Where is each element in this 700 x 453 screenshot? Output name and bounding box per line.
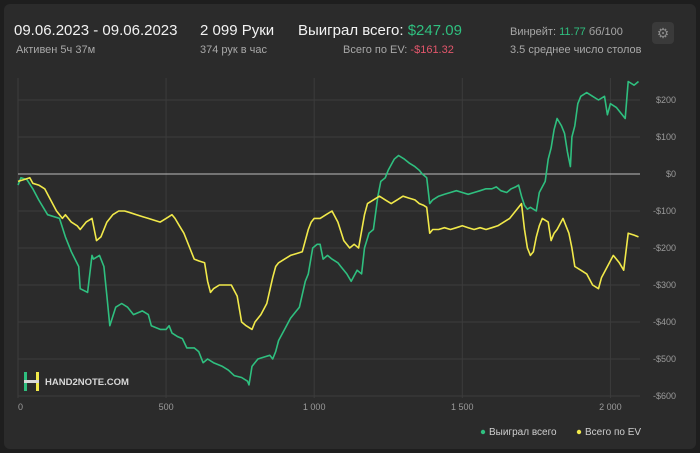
hands-count: 2 099 Руки	[200, 22, 275, 39]
won-total-value: $247.09	[407, 22, 462, 39]
chart-card	[4, 4, 696, 449]
grid	[17, 78, 640, 398]
avg-tables: 3.5 среднее число столов	[510, 44, 642, 56]
ev-total-label: Всего по EV:	[343, 44, 408, 56]
legend-label: Выиграл всего	[489, 427, 557, 438]
won-series-line	[17, 80, 640, 386]
ev-total-value: -$161.32	[410, 44, 454, 56]
x-tick-label: 1 000	[303, 402, 326, 412]
settings-button[interactable]: ⚙	[652, 22, 674, 44]
winrate-label: Винрейт:	[510, 26, 557, 38]
x-axis-ticks: 0 500 1 000 1 500 2 000	[18, 402, 622, 412]
hands-per-hour: 374 рук в час	[200, 44, 268, 56]
y-tick-label: -$300	[653, 280, 676, 290]
h-logo-icon	[24, 372, 39, 391]
watermark-text: HAND2NOTE.COM	[45, 377, 129, 388]
y-tick-label: -$100	[653, 206, 676, 216]
winrate-unit: бб/100	[588, 26, 623, 38]
y-tick-label: -$500	[653, 354, 676, 364]
won-total: Выиграл всего: $247.09	[298, 22, 462, 39]
won-total-label: Выиграл всего:	[298, 22, 404, 39]
legend-marker	[480, 429, 486, 435]
y-tick-label: -$200	[653, 243, 676, 253]
y-tick-label: $100	[656, 132, 676, 142]
ev-series-line	[17, 176, 639, 331]
watermark: HAND2NOTE.COM	[24, 372, 129, 391]
winrate: Винрейт: 11.77 бб/100	[510, 26, 623, 38]
legend-label: Всего по EV	[585, 427, 641, 438]
ev-total: Всего по EV: -$161.32	[343, 44, 454, 56]
y-tick-label: $0	[666, 169, 676, 179]
x-tick-label: 500	[159, 402, 174, 412]
x-tick-label: 0	[18, 402, 23, 412]
series-lines	[17, 80, 640, 386]
x-tick-label: 2 000	[599, 402, 622, 412]
y-tick-label: $200	[656, 95, 676, 105]
active-time: Активен 5ч 37м	[16, 44, 96, 56]
legend: Выиграл всего Всего по EV	[480, 427, 641, 438]
y-axis-ticks: $200 $100 $0 -$100 -$200 -$300 -$400 -$500 -$600	[653, 95, 676, 401]
x-tick-label: 1 500	[451, 402, 474, 412]
legend-marker	[576, 429, 582, 435]
y-tick-label: -$400	[653, 317, 676, 327]
date-range: 09.06.2023 - 09.06.2023	[14, 22, 178, 39]
gear-icon: ⚙	[656, 25, 670, 41]
y-tick-label: -$600	[653, 391, 676, 401]
winrate-value: 11.77	[559, 26, 586, 38]
